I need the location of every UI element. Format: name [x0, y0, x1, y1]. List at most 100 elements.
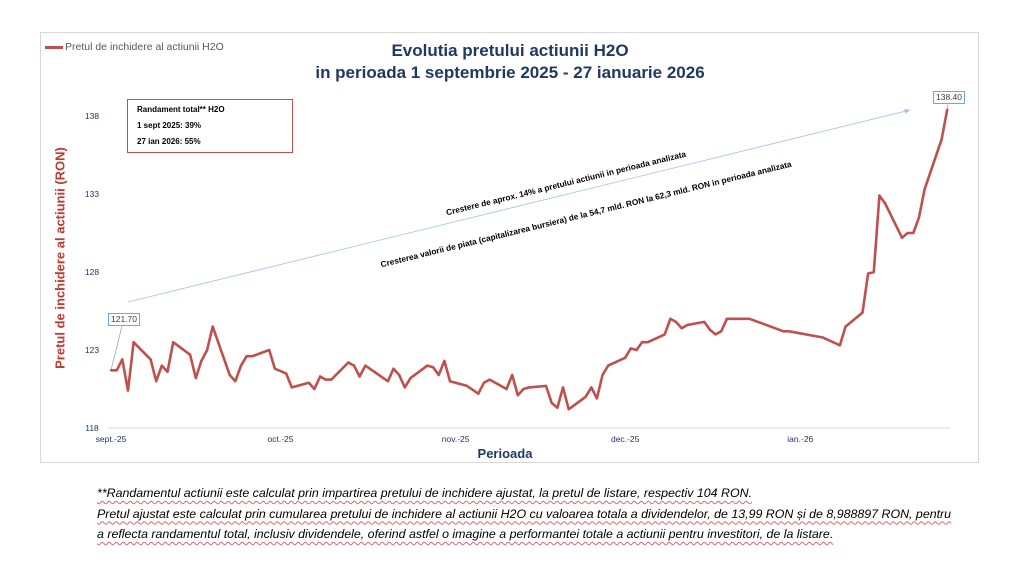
y-tick-label: 138: [85, 111, 99, 121]
data-point: [273, 367, 277, 370]
data-point: [109, 369, 113, 372]
data-point: [714, 333, 717, 336]
data-point: [358, 375, 361, 378]
y-tick-label: 118: [85, 423, 99, 433]
data-point: [567, 408, 570, 411]
data-point: [900, 236, 904, 239]
info-box: Randament total** H2O 1 sept 2025: 39% 2…: [127, 99, 293, 153]
data-point: [443, 359, 446, 363]
data-point: [194, 376, 197, 380]
data-point: [211, 325, 214, 328]
data-point: [324, 378, 327, 381]
legend-label: Pretul de inchidere al actiunii H2O: [65, 41, 224, 53]
data-point: [878, 194, 881, 197]
data-point: [872, 270, 875, 274]
data-point: [686, 323, 689, 327]
data-point: [205, 348, 209, 352]
data-point: [488, 378, 491, 381]
data-label-start: 121.70: [108, 313, 140, 326]
data-point: [268, 348, 271, 352]
data-point: [590, 386, 593, 389]
data-point: [866, 272, 870, 275]
data-point: [364, 364, 367, 367]
data-point: [239, 364, 243, 367]
data-point: [132, 341, 135, 344]
data-point: [318, 375, 322, 378]
data-point: [674, 320, 678, 324]
data-point: [787, 330, 791, 333]
data-point: [946, 108, 949, 112]
data-point: [821, 336, 825, 339]
info-box-line-2: 27 ian 2026: 55%: [137, 137, 201, 146]
y-tick-label: 133: [85, 189, 99, 199]
data-point: [708, 328, 712, 331]
data-point: [516, 394, 519, 397]
data-point: [906, 231, 909, 235]
x-tick-label: oct.-25: [268, 434, 294, 444]
data-point: [629, 347, 632, 350]
x-tick-label: nov.-25: [442, 434, 470, 444]
data-point: [228, 373, 231, 377]
data-point: [200, 359, 203, 363]
data-point: [482, 381, 486, 384]
data-point: [166, 370, 169, 373]
data-point: [883, 202, 887, 205]
chart-title-line-2: in perioada 1 septembrie 2025 - 27 ianua…: [315, 63, 705, 82]
data-point: [595, 397, 599, 400]
data-point: [725, 317, 729, 320]
data-point: [403, 386, 406, 389]
y-axis-label: Pretul de inchidere al actiunii (RON): [52, 147, 68, 369]
data-point: [477, 392, 480, 395]
x-tick-label: dec.-25: [611, 434, 640, 444]
data-point: [601, 373, 604, 377]
data-point: [245, 355, 248, 358]
data-point: [556, 406, 559, 409]
data-point: [635, 348, 638, 352]
data-point: [511, 373, 514, 377]
data-point: [663, 333, 666, 336]
data-point: [126, 389, 130, 392]
legend: Pretul de inchidere al actiunii H2O: [45, 41, 224, 53]
trend-arrow: [127, 109, 911, 303]
data-point: [386, 380, 390, 383]
data-point: [437, 373, 440, 377]
data-point: [172, 341, 175, 344]
data-point: [284, 372, 288, 375]
data-point: [527, 386, 531, 389]
data-point: [234, 380, 237, 383]
data-point: [505, 387, 508, 391]
data-point: [861, 311, 864, 314]
data-point: [720, 330, 723, 333]
data-point: [584, 395, 587, 398]
chart-frame: [40, 32, 979, 463]
data-point: [290, 386, 293, 389]
data-point: [550, 401, 553, 405]
data-point: [155, 380, 158, 383]
y-tick-label: 123: [85, 345, 99, 355]
data-point: [431, 366, 435, 369]
data-point: [623, 356, 627, 359]
data-point: [392, 367, 395, 370]
data-point: [561, 386, 565, 389]
x-tick-label: ian.-26: [787, 434, 813, 444]
data-point: [940, 138, 943, 141]
data-point: [448, 380, 452, 383]
data-point: [398, 373, 401, 377]
data-point: [917, 216, 921, 219]
price-series-line: [111, 109, 949, 411]
y-tick-label: 128: [85, 267, 99, 277]
footnote-line-2: Pretul ajustat este calculat prin cumula…: [97, 506, 952, 542]
data-point: [313, 387, 316, 391]
info-box-line-1: 1 sept 2025: 39%: [137, 121, 202, 130]
chart-title-line-1: Evolutia pretului actiunii H2O: [391, 41, 629, 60]
legend-swatch: [45, 45, 63, 49]
data-point: [923, 188, 926, 191]
data-point: [782, 330, 785, 333]
data-point: [149, 358, 152, 361]
data-point: [409, 376, 412, 380]
data-point: [522, 387, 525, 391]
data-label-end: 138.40: [933, 91, 965, 104]
data-point: [640, 341, 644, 344]
data-point: [844, 325, 847, 328]
